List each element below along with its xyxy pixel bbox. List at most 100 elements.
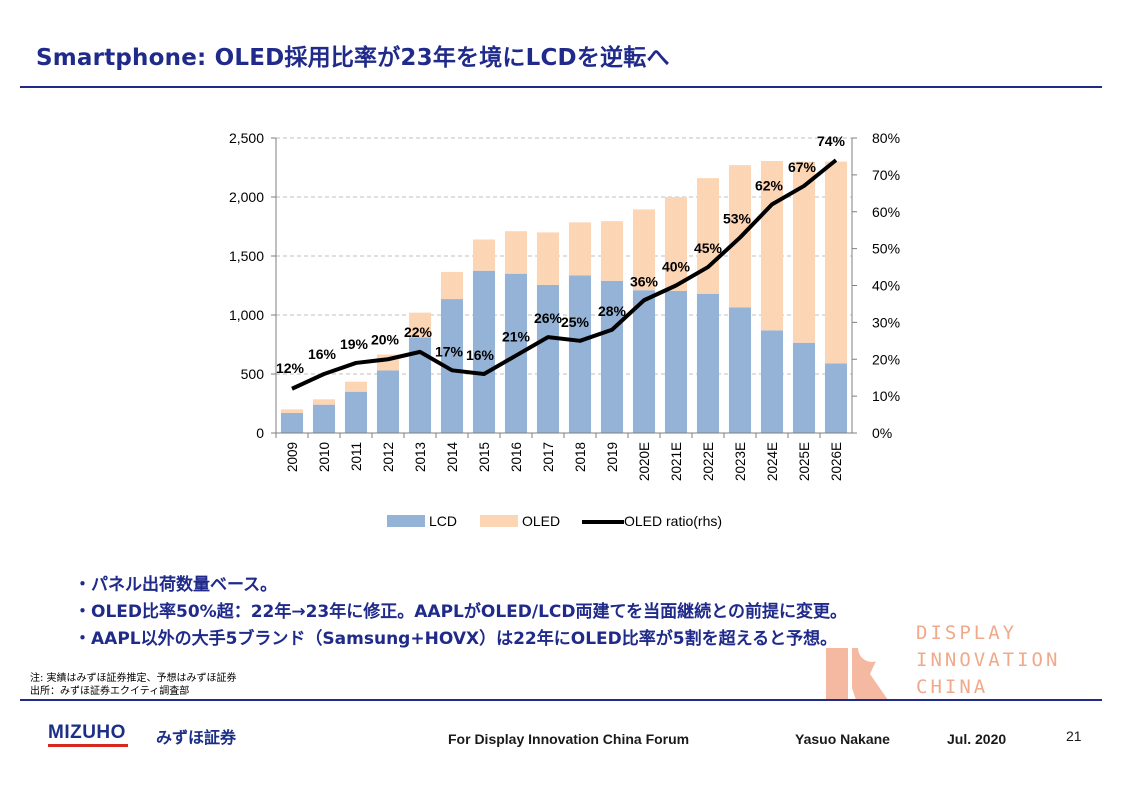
left-axis-tick-label: 500 <box>241 366 265 382</box>
bar-lcd <box>696 293 720 433</box>
right-axis-tick-label: 50% <box>872 241 900 257</box>
data-label: 28% <box>598 303 627 319</box>
x-axis-tick-label: 2018 <box>573 442 588 472</box>
bar-oled <box>600 221 624 281</box>
data-label: 67% <box>788 159 817 175</box>
legend-swatch-oled <box>480 515 518 527</box>
legend-label-lcd: LCD <box>429 513 457 529</box>
x-axis-tick-label: 2024E <box>765 442 780 481</box>
data-label: 45% <box>694 240 723 256</box>
bullet-item: ・パネル出荷数量ベース。 <box>74 575 278 595</box>
right-axis-tick-label: 60% <box>872 204 900 220</box>
page-number: 21 <box>1066 728 1082 744</box>
bullet-item: ・OLED比率50%超：22年→23年に修正。AAPLがOLED/LCD両建てを… <box>74 602 847 622</box>
x-axis-tick-label: 2014 <box>445 442 460 473</box>
title-divider <box>20 86 1102 88</box>
left-axis-tick-label: 2,500 <box>229 130 264 146</box>
data-label: 12% <box>276 360 305 376</box>
footer-event: For Display Innovation China Forum <box>448 731 690 747</box>
data-label: 16% <box>308 346 337 362</box>
bar-lcd <box>440 299 464 433</box>
line-oled-ratio <box>291 158 838 391</box>
bar-lcd <box>280 412 304 433</box>
stacked-bar-line-chart: 0 500 1,000 1,500 2,000 2,500 0% 10% 20% 30% 40% 50… <box>229 130 900 529</box>
bar-oled <box>824 161 848 364</box>
legend-label-oled: OLED <box>522 513 560 529</box>
right-axis-tick-label: 30% <box>872 314 900 330</box>
right-axis-tick-label: 10% <box>872 388 900 404</box>
bar-lcd <box>728 307 752 433</box>
data-label: 20% <box>371 331 400 347</box>
data-label: 17% <box>435 343 464 359</box>
data-label: 19% <box>340 336 369 352</box>
bar-lcd <box>664 290 688 433</box>
data-label: 53% <box>723 211 752 227</box>
bar-lcd <box>472 270 496 433</box>
bar-oled <box>280 409 304 413</box>
watermark-text: DISPLAY INNOVATION CHINA <box>916 620 1060 701</box>
right-axis-tick-label: 20% <box>872 351 900 367</box>
watermark-line: DISPLAY <box>916 622 1018 644</box>
bar-lcd <box>536 284 560 433</box>
note-line: 注: 実績はみずほ証券推定、予想はみずほ証券 <box>30 673 237 684</box>
bar-oled <box>408 312 432 338</box>
footer-divider <box>20 699 1102 701</box>
right-axis-tick-label: 70% <box>872 167 900 183</box>
x-axis-tick-label: 2013 <box>413 442 428 472</box>
bar-oled <box>440 271 464 300</box>
x-axis-tick-label: 2011 <box>349 442 364 471</box>
x-axis-tick-label: 2019 <box>605 442 620 472</box>
bar-lcd <box>568 275 592 433</box>
x-axis-tick-label: 2012 <box>381 442 396 472</box>
data-label: 26% <box>534 310 563 326</box>
left-axis-tick-label: 1,500 <box>229 248 264 264</box>
bar-oled <box>696 178 720 294</box>
mizuho-logo-underline <box>48 744 128 747</box>
data-label: 36% <box>630 273 659 289</box>
bullet-item: ・AAPL以外の大手5ブランド（Samsung+HOVX）は22年にOLED比率… <box>74 629 838 649</box>
watermark-line: INNOVATION <box>916 649 1061 671</box>
right-axis-tick-label: 0% <box>872 425 892 441</box>
footer-author: Yasuo Nakane <box>795 731 890 747</box>
data-label: 74% <box>817 133 846 149</box>
bar-lcd <box>312 404 336 433</box>
watermark-logo-mark <box>826 634 888 700</box>
mizuho-securities-logo: みずほ証券 <box>156 728 237 747</box>
source-notes: 注: 実績はみずほ証券推定、予想はみずほ証券 出所：みずほ証券エクイティ調査部 <box>30 672 237 698</box>
bar-oled <box>472 239 496 271</box>
x-axis-tick-label: 2020E <box>637 442 652 481</box>
page-title: Smartphone: OLED採用比率が23年を境にLCDを逆転へ <box>36 45 670 71</box>
bar-lcd <box>792 342 816 433</box>
x-axis-tick-label: 2021E <box>669 442 684 481</box>
data-label: 62% <box>755 177 784 193</box>
watermark-line: CHINA <box>916 676 989 698</box>
bar-oled <box>632 209 656 291</box>
mizuho-logo: MIZUHO <box>48 722 126 743</box>
x-axis-tick-label: 2026E <box>829 442 844 481</box>
data-label: 25% <box>561 314 590 330</box>
left-axis-tick-label: 0 <box>256 425 264 441</box>
bar-lcd <box>632 290 656 433</box>
bar-lcd <box>760 330 784 433</box>
bar-oled <box>344 381 368 392</box>
bar-lcd <box>344 391 368 433</box>
x-axis-tick-label: 2017 <box>541 442 556 472</box>
x-axis-tick-label: 2025E <box>797 442 812 481</box>
bar-lcd <box>600 280 624 433</box>
x-axis-tick-label: 2010 <box>317 442 332 472</box>
data-label: 22% <box>404 324 433 340</box>
left-axis-tick-label: 1,000 <box>229 307 264 323</box>
bar-lcd <box>824 363 848 433</box>
x-axis-tick-label: 2022E <box>701 442 716 481</box>
legend-swatch-lcd <box>387 515 425 527</box>
bar-oled <box>568 222 592 276</box>
watermark: DISPLAY INNOVATION CHINA <box>826 618 1066 700</box>
x-axis-tick-label: 2015 <box>477 442 492 472</box>
bar-oled <box>792 161 816 343</box>
right-axis-tick-label: 40% <box>872 278 900 294</box>
x-axis-tick-label: 2023E <box>733 442 748 481</box>
x-axis-tick-label: 2009 <box>285 442 300 472</box>
left-axis-tick-label: 2,000 <box>229 189 264 205</box>
footer-date: Jul. 2020 <box>947 731 1007 747</box>
note-line: 出所：みずほ証券エクイティ調査部 <box>30 686 190 697</box>
